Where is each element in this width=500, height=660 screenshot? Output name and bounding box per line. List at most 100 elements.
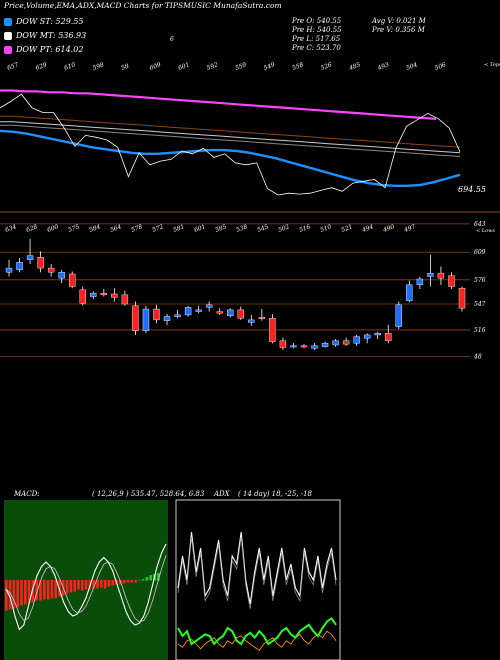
macd-line [5,543,167,631]
macd-hist-bar [24,580,27,605]
macd-hist-bar [81,580,84,591]
low-label: 578 [130,223,143,234]
candle-body [248,319,255,323]
low-label: 601 [193,223,206,233]
macd-hist-bar [50,580,54,599]
page-title: Price,Volume,EMA,ADX,MACD Charts for TIP… [4,1,282,10]
macd-hist-bar [103,580,107,589]
macd-hist-bar [46,580,50,600]
candle-body [163,316,171,321]
low-label: 581 [172,223,185,233]
macd-hist-bar [149,575,152,581]
macd-hist-bar [122,580,126,584]
candle-body [142,308,150,331]
candle-body [321,343,329,347]
price-level-label: 516 [474,327,486,334]
low-label: 564 [109,223,122,234]
adx-di-line-2 [177,536,337,609]
candle-body [448,275,455,287]
price-level-label: 576 [474,277,486,284]
macd-params: ( 12,26,9 ) 535.47, 528.64, 6.83 [92,490,205,498]
candle-body [174,314,181,317]
lows-label: < Lows [476,228,495,234]
avg-volume: Avg V: 0.021 M [372,17,426,25]
macd-hist-bar [27,580,31,604]
candle-body [100,292,108,296]
low-label: 585 [214,223,227,234]
dow-st-label: DOW ST: 529.55 [16,17,84,26]
macd-hist-bar [145,577,149,581]
prev-volume: Pre V: 0.356 M [372,26,425,34]
macd-hist-bar [77,580,80,590]
macd-hist-bar [20,580,23,606]
top-label: 610 [63,61,76,72]
dow-pt-line [0,89,437,120]
price-level-label: 609 [474,249,486,256]
macd-hist-bar [16,580,19,608]
macd-hist-bar [43,580,46,600]
candle-body [26,255,34,260]
candle-body [195,309,202,312]
low-label: 575 [67,223,80,234]
candle-body [458,287,466,309]
price-level-label: 547 [474,301,486,308]
candle-body [37,257,44,269]
candle-body [395,304,402,327]
top-label: 58 [120,63,130,72]
dow-mt-label: DOW MT: 536.93 [16,31,87,40]
ohlc-high: Pre H: 540.55 [292,26,342,34]
low-label: 521 [340,223,353,233]
dow-pt-swatch [4,45,12,54]
candle-body [69,273,76,287]
low-label: 628 [25,223,38,234]
macd-hist-bar [138,580,141,581]
macd-hist-bar [111,580,114,586]
macd-hist-bar [73,580,76,592]
candle-body [153,308,160,321]
macd-hist-bar [8,580,12,610]
candle-body [184,307,192,316]
adx-green-line [177,617,337,646]
adx-label: ADX [214,490,230,498]
legend-dow-mt: DOW MT: 536.93 [4,31,86,40]
candle-body [111,293,118,298]
legend-dow-st: DOW ST: 529.55 [4,17,84,26]
macd-hist-bar [12,580,16,609]
top-label: 609 [149,61,162,72]
ohlc-close: Pre C: 523.70 [292,44,341,52]
top-label: 506 [434,61,447,72]
candle-body [427,272,434,277]
macd-hist-bar [35,580,38,601]
candle-body [205,304,213,308]
price-level-label: 643 [474,221,486,228]
top-label: 657 [6,61,19,72]
candle-body [437,272,445,279]
candle-body [237,309,244,319]
adx-orange-line [177,630,337,652]
candle-body [90,292,97,297]
price-level-label: 48 [473,354,482,361]
top-label: 559 [234,61,247,72]
macd-hist-bar [100,580,103,588]
top-label: 526 [320,61,333,72]
candle-body [121,294,129,305]
candle-body [385,333,392,341]
candle-body [300,345,308,348]
candle-body [374,333,381,336]
dow-pt-label: DOW PT: 614.02 [16,45,84,54]
price-trace-line [0,93,461,196]
top-label: 592 [206,61,219,72]
candle-body [258,317,266,319]
low-label: 634 [4,223,17,234]
macd-hist-bar [5,580,8,611]
adx-params: ( 14 day) 18, -25, -18 [238,490,313,498]
ema-grey-line [0,124,461,157]
top-label: 504 [405,61,418,72]
top-label: 549 [263,61,276,72]
macd-hist-bar [96,580,99,589]
macd-hist-bar [84,580,88,590]
macd-hist-bar [92,580,95,589]
macd-hist-bar [31,580,35,603]
low-label: 502 [277,223,290,234]
